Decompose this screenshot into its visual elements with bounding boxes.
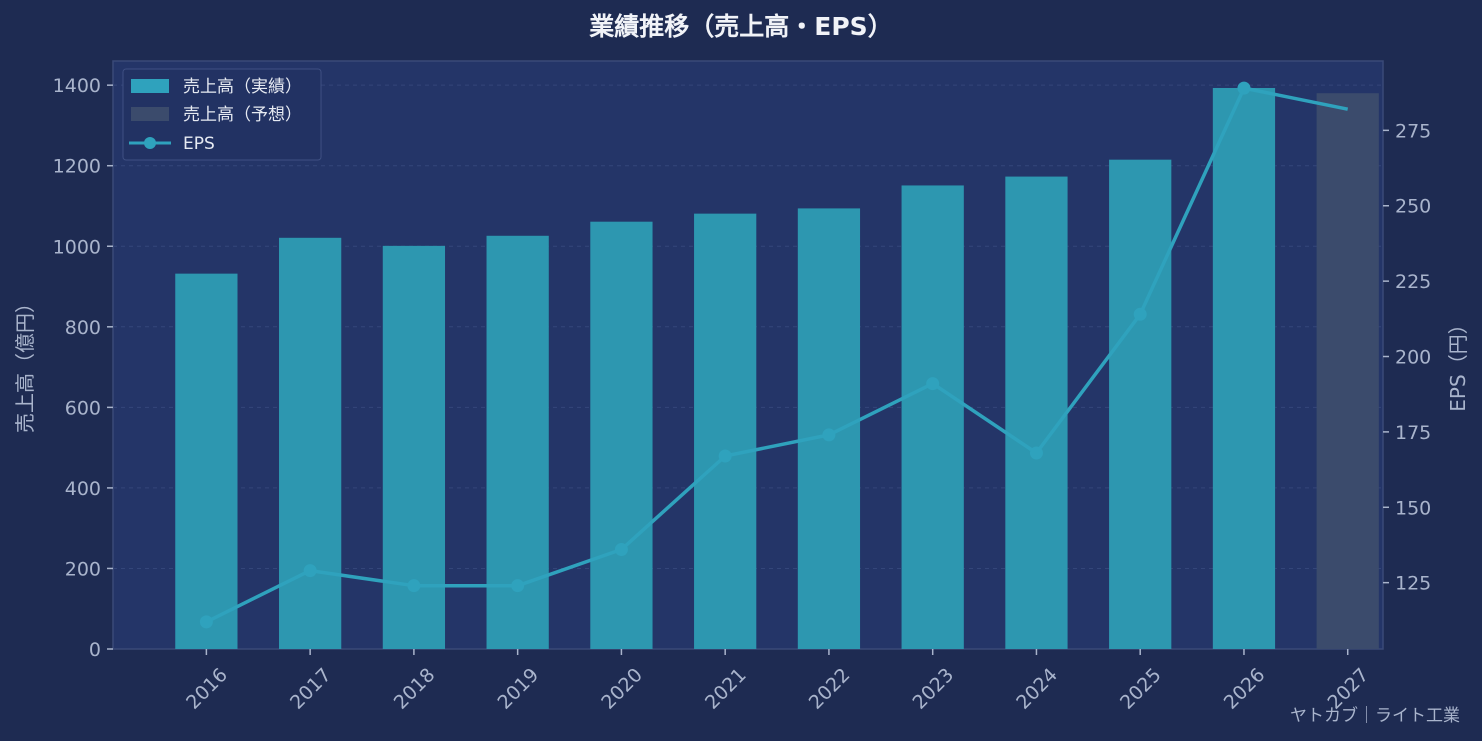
eps-point-2026 <box>1237 81 1251 95</box>
legend-label-actual: 売上高（実績） <box>183 77 302 97</box>
chart-title: 業績推移（売上高・EPS） <box>589 12 892 41</box>
bar-2027 <box>1316 93 1379 649</box>
bar-2024 <box>1005 176 1068 649</box>
eps-point-2016 <box>199 615 213 629</box>
watermark: ヤトカブ｜ライト工業 <box>1290 705 1460 726</box>
eps-point-2023 <box>926 377 940 391</box>
y-tick-label: 800 <box>65 317 101 339</box>
bars <box>175 87 1379 649</box>
y-tick-label: 1000 <box>53 236 101 258</box>
bar-2026 <box>1212 87 1276 649</box>
legend-swatch-actual <box>131 79 169 93</box>
y-axis-label: 売上高（億円） <box>13 293 37 433</box>
legend-swatch-forecast <box>131 107 169 121</box>
eps-point-2017 <box>303 564 317 578</box>
eps-point-2021 <box>718 449 732 463</box>
legend-swatch-eps-marker <box>144 137 156 149</box>
bar-2020 <box>590 221 653 649</box>
legend: 売上高（実績） 売上高（予想） EPS <box>122 68 322 161</box>
bar-2021 <box>694 213 757 649</box>
bar-2016 <box>175 273 238 649</box>
y2-tick-label: 125 <box>1395 573 1431 595</box>
eps-point-2025 <box>1133 307 1147 321</box>
y-tick-label: 400 <box>65 478 101 500</box>
legend-box <box>122 68 322 161</box>
y-tick-label: 1200 <box>53 156 101 178</box>
eps-point-2018 <box>407 579 421 593</box>
y-tick-label: 200 <box>65 558 101 580</box>
y-tick-label: 1400 <box>53 75 101 97</box>
eps-point-2020 <box>614 542 628 556</box>
eps-point-2022 <box>822 428 836 442</box>
bar-2017 <box>279 237 342 649</box>
eps-point-2024 <box>1029 446 1043 460</box>
y2-axis-label: EPS（円） <box>1446 314 1470 411</box>
eps-line-layer <box>199 81 1349 629</box>
y2-tick-label: 200 <box>1395 347 1431 369</box>
y-tick-label: 0 <box>89 639 101 661</box>
legend-label-forecast: 売上高（予想） <box>183 105 302 125</box>
bar-2023 <box>901 185 964 649</box>
y2-tick-label: 225 <box>1395 271 1431 293</box>
y2-tick-label: 275 <box>1395 120 1431 142</box>
y2-tick-label: 250 <box>1395 196 1431 218</box>
eps-line <box>205 86 1349 624</box>
y2-tick-label: 150 <box>1395 497 1431 519</box>
eps-point-2019 <box>511 579 525 593</box>
y2-tick-label: 175 <box>1395 422 1431 444</box>
legend-label-eps: EPS <box>183 134 215 154</box>
y-tick-label: 600 <box>65 397 101 419</box>
bar-2025 <box>1109 159 1172 649</box>
